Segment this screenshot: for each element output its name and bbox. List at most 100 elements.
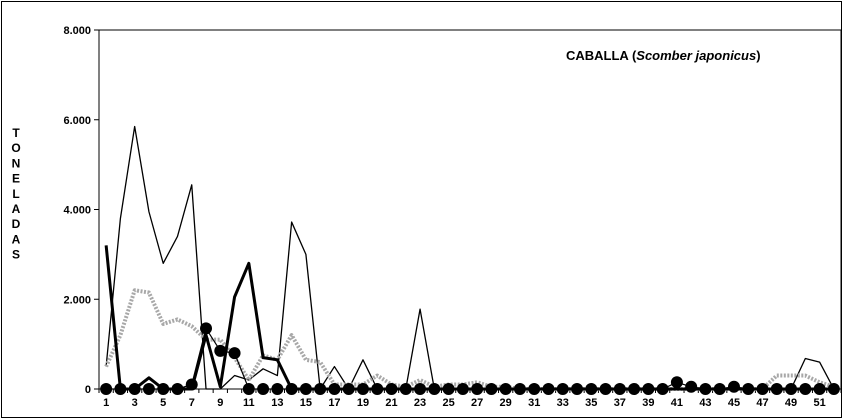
- data-point: [171, 383, 184, 395]
- data-point: [228, 347, 241, 360]
- x-tick-label: 9: [217, 397, 223, 409]
- y-tick-label: 8.000: [63, 25, 91, 37]
- data-point: [756, 383, 769, 395]
- x-tick-label: 7: [189, 397, 195, 409]
- chart-title: CABALLA (Scomber japonicus): [566, 48, 761, 63]
- x-tick-label: 51: [813, 397, 825, 409]
- x-tick-label: 27: [471, 397, 483, 409]
- x-tick-label: 15: [300, 397, 312, 409]
- data-point: [785, 383, 798, 395]
- data-point: [642, 383, 655, 395]
- data-point: [185, 378, 198, 391]
- x-tick-label: 49: [785, 397, 797, 409]
- data-point: [485, 383, 498, 395]
- data-point: [556, 383, 569, 395]
- y-axis-label-letter: O: [11, 141, 20, 155]
- data-point: [742, 383, 755, 395]
- data-point: [271, 383, 284, 395]
- data-point: [656, 383, 669, 395]
- x-tick-label: 33: [557, 397, 569, 409]
- x-tick-label: 13: [271, 397, 283, 409]
- x-tick-label: 21: [385, 397, 397, 409]
- x-tick-label: 31: [528, 397, 540, 409]
- x-tick-label: 45: [728, 397, 740, 409]
- x-tick-label: 23: [414, 397, 426, 409]
- plot-border: [98, 29, 842, 390]
- y-tick-label: 4.000: [63, 205, 91, 217]
- x-tick-label: 39: [642, 397, 654, 409]
- plot-area: [98, 29, 842, 390]
- data-point: [214, 344, 227, 357]
- data-point: [813, 383, 826, 395]
- data-point: [128, 383, 141, 395]
- title-main: CABALLA (: [566, 48, 637, 63]
- title-species: Scomber japonicus: [636, 48, 756, 63]
- data-point: [727, 380, 740, 393]
- data-point: [699, 383, 712, 395]
- data-point: [428, 383, 441, 395]
- data-point: [713, 383, 726, 395]
- data-point: [100, 383, 113, 395]
- data-point: [770, 383, 783, 395]
- x-tick-label: 1: [103, 397, 109, 409]
- x-tick-labels: 1 3 5 7 9 11 13 15 17 19 21 23 25 27 29 31 33 35 37 39 41 43 4…: [103, 397, 826, 409]
- x-tick-label: 43: [699, 397, 711, 409]
- data-point: [613, 383, 626, 395]
- data-point: [471, 383, 484, 395]
- x-tick-label: 25: [442, 397, 454, 409]
- x-tick-label: 41: [671, 397, 683, 409]
- data-point: [585, 383, 598, 395]
- y-axis-label-letter: N: [12, 156, 21, 170]
- data-point: [285, 383, 298, 395]
- y-axis-label-letter: E: [12, 172, 20, 186]
- data-point: [628, 383, 641, 395]
- y-axis-label-letter: S: [12, 248, 20, 262]
- x-tick-label: 35: [585, 397, 597, 409]
- data-point: [342, 383, 355, 395]
- data-point: [142, 383, 155, 395]
- data-point: [414, 383, 427, 395]
- data-point: [299, 383, 312, 395]
- y-tick-label: 2.000: [63, 294, 91, 306]
- y-tick-labels: 0 2.000 4.000 6.000 8.000: [63, 25, 91, 396]
- data-point: [827, 383, 840, 395]
- data-point: [114, 383, 127, 395]
- x-tick-label: 11: [243, 397, 255, 409]
- data-point: [314, 383, 327, 395]
- data-point: [385, 383, 398, 395]
- x-tick-label: 17: [328, 397, 340, 409]
- data-point: [528, 383, 541, 395]
- data-point: [328, 383, 341, 395]
- y-axis-label-letter: A: [12, 232, 21, 246]
- y-axis-label-letter: A: [12, 202, 21, 216]
- data-point: [799, 383, 812, 395]
- data-point: [685, 380, 698, 393]
- data-point: [513, 383, 526, 395]
- y-tick-label: 6.000: [63, 115, 91, 127]
- y-axis-label-letter: T: [12, 126, 20, 140]
- data-point: [157, 383, 170, 395]
- x-tick-label: 37: [614, 397, 626, 409]
- data-point: [371, 383, 384, 395]
- x-tick-label: 47: [756, 397, 768, 409]
- data-point: [571, 383, 584, 395]
- x-tick-label: 19: [357, 397, 369, 409]
- series-black-circles: [100, 322, 840, 395]
- data-point: [456, 383, 469, 395]
- x-tick-label: 3: [132, 397, 138, 409]
- x-tick-label: 29: [500, 397, 512, 409]
- data-point: [599, 383, 612, 395]
- y-axis-label-letter: D: [12, 217, 21, 231]
- data-point: [356, 383, 369, 395]
- data-point: [242, 383, 255, 395]
- y-axis-label-letter: L: [12, 187, 19, 201]
- data-point: [399, 383, 412, 395]
- title-close: ): [756, 48, 760, 63]
- series-line: [106, 327, 834, 390]
- data-point: [670, 376, 683, 389]
- x-tick-label: 5: [160, 397, 166, 409]
- data-point: [200, 322, 213, 335]
- data-point: [257, 383, 270, 395]
